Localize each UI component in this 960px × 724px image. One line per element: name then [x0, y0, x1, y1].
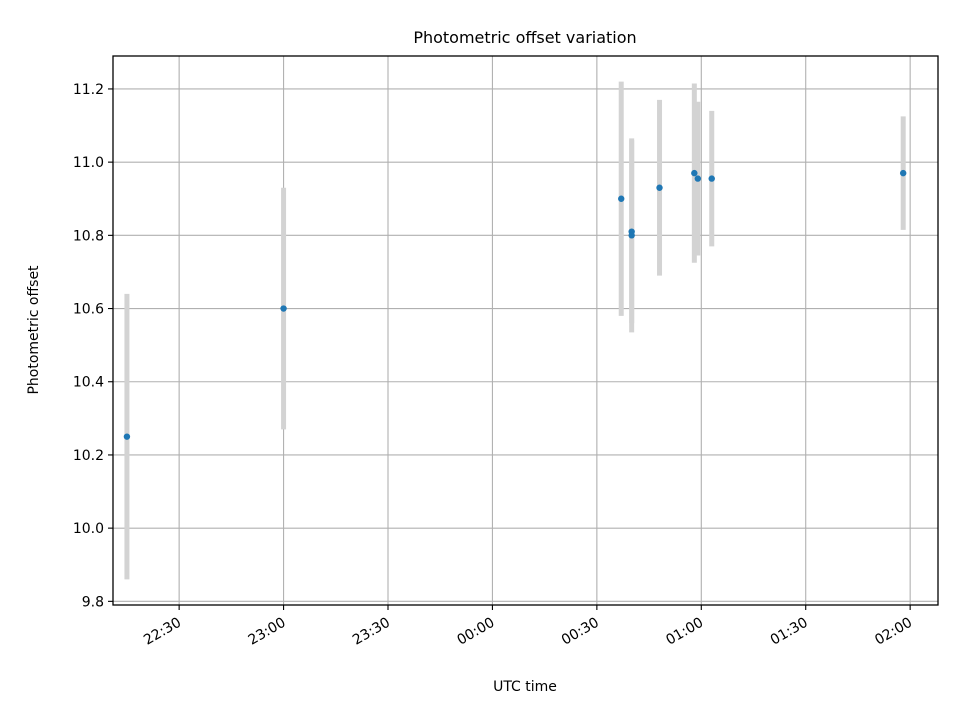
grid	[113, 56, 938, 605]
data-point	[280, 305, 287, 312]
y-tick-label: 10.4	[73, 375, 104, 391]
y-tick-label: 9.8	[82, 594, 104, 610]
data-point	[708, 175, 715, 182]
data-point	[691, 169, 698, 177]
chart-title: Photometric offset variation	[413, 28, 636, 47]
y-tick-label: 10.0	[73, 521, 104, 537]
y-tick-label: 10.6	[73, 302, 104, 318]
y-axis-label: Photometric offset	[26, 265, 42, 395]
y-tick-label: 10.8	[73, 228, 104, 244]
data-point	[899, 169, 907, 177]
data-point	[123, 433, 131, 440]
plot-frame	[112, 55, 939, 606]
data-point	[694, 175, 702, 182]
data-point	[656, 184, 663, 191]
y-tick-label: 11.2	[73, 82, 104, 98]
y-tick-label: 11.0	[73, 155, 104, 171]
data-points	[123, 169, 907, 440]
y-tick-label: 10.2	[73, 448, 104, 464]
x-axis-label: UTC time	[493, 679, 557, 695]
data-point	[618, 195, 625, 202]
y-axis-ticks: 9.8 10.0 10.2 10.4 10.6 10.8 11.0 11.2	[73, 82, 113, 610]
data-point	[628, 232, 635, 239]
